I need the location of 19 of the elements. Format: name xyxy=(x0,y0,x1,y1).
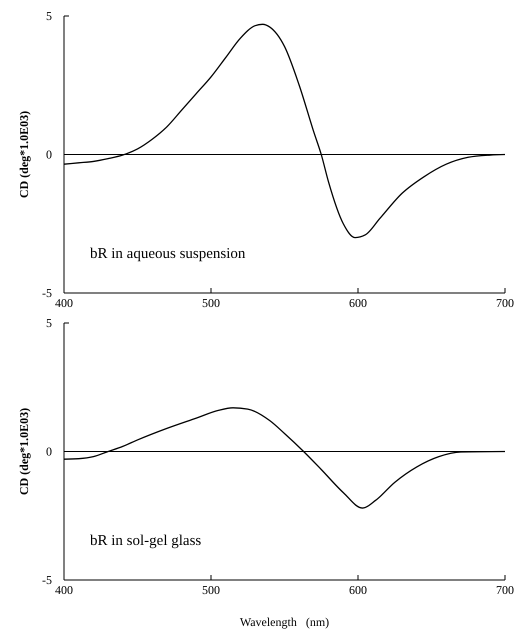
y-axis-title: CD (deg*1.0E03) xyxy=(17,110,31,198)
x-tick-label: 400 xyxy=(55,583,73,597)
y-tick-label: 0 xyxy=(46,148,52,162)
y-tick-label: 5 xyxy=(46,316,52,330)
x-tick-label: 600 xyxy=(349,583,367,597)
y-tick-label: 0 xyxy=(46,444,52,459)
x-axis-title: Wavelength (nm) xyxy=(240,615,330,629)
x-tick-label: 400 xyxy=(55,296,73,310)
x-tick-label: 700 xyxy=(496,296,514,310)
annotation: bR in aqueous suspension xyxy=(90,246,246,262)
annotation: bR in sol-gel glass xyxy=(90,533,202,549)
x-tick-label: 700 xyxy=(496,583,514,597)
y-tick-label: 5 xyxy=(46,9,52,24)
x-tick-label: 500 xyxy=(202,583,220,597)
x-tick-label: 500 xyxy=(202,296,220,310)
y-tick-label: -5 xyxy=(42,573,52,588)
x-tick-label: 600 xyxy=(349,296,367,310)
y-tick-label: -5 xyxy=(42,286,52,300)
y-axis-title: CD (deg*1.0E03) xyxy=(17,408,31,496)
